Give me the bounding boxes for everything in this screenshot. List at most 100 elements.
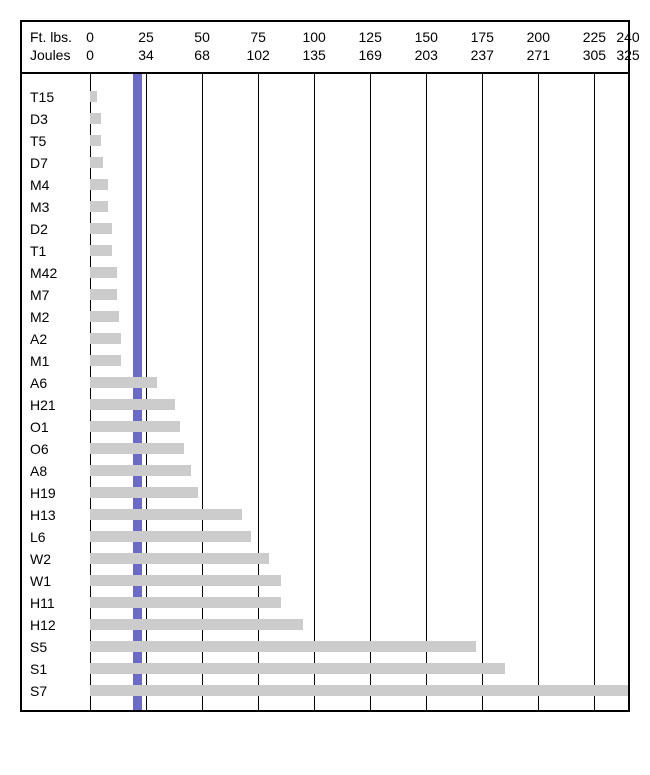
bar-row [90, 614, 628, 636]
row-label: M4 [30, 174, 90, 196]
row-label: H19 [30, 482, 90, 504]
x-tick: 125169 [359, 28, 382, 64]
bar [90, 311, 119, 322]
row-label: D3 [30, 108, 90, 130]
x-axis-unit-ftlbs: Ft. lbs. [30, 28, 90, 46]
bar [90, 421, 180, 432]
bar-row [90, 394, 628, 416]
bar-row [90, 548, 628, 570]
bar [90, 157, 103, 168]
bar [90, 443, 184, 454]
bar [90, 509, 242, 520]
bar [90, 553, 269, 564]
row-label: H13 [30, 504, 90, 526]
x-axis-unit-joules: Joules [30, 46, 90, 64]
x-axis-header: Ft. lbs. Joules 00 2534 5068 75102 100135 125… [22, 22, 628, 74]
bar [90, 267, 117, 278]
bar-row [90, 240, 628, 262]
bar [90, 377, 157, 388]
row-label: L6 [30, 526, 90, 548]
row-label: H11 [30, 592, 90, 614]
bar [90, 355, 121, 366]
row-label: O6 [30, 438, 90, 460]
bar [90, 333, 121, 344]
row-label: W1 [30, 570, 90, 592]
bar [90, 465, 191, 476]
row-label: D7 [30, 152, 90, 174]
x-tick: 240325 [616, 28, 639, 64]
x-axis-unit-labels: Ft. lbs. Joules [22, 28, 90, 66]
bar-row [90, 636, 628, 658]
bar-row [90, 350, 628, 372]
bar [90, 641, 476, 652]
bar [90, 179, 108, 190]
x-tick: 200271 [527, 28, 550, 64]
bar-row [90, 284, 628, 306]
bar-row [90, 328, 628, 350]
row-label: A2 [30, 328, 90, 350]
row-label: M42 [30, 262, 90, 284]
row-label: M7 [30, 284, 90, 306]
bar [90, 201, 108, 212]
row-labels-column: T15D3T5D7M4M3D2T1M42M7M2A2M1A6H21O1O6A8H… [22, 74, 90, 710]
bar-row [90, 438, 628, 460]
row-label: M1 [30, 350, 90, 372]
bar-row [90, 174, 628, 196]
x-tick: 00 [86, 28, 94, 64]
row-label: O1 [30, 416, 90, 438]
bar-row [90, 482, 628, 504]
bar [90, 619, 303, 630]
x-tick: 5068 [194, 28, 210, 64]
bar-row [90, 526, 628, 548]
row-label: W2 [30, 548, 90, 570]
x-tick: 75102 [246, 28, 269, 64]
bar-row [90, 658, 628, 680]
bar-row [90, 460, 628, 482]
row-label: T5 [30, 130, 90, 152]
row-label: A8 [30, 460, 90, 482]
x-tick: 175237 [471, 28, 494, 64]
row-label: H12 [30, 614, 90, 636]
bar [90, 245, 112, 256]
bar-row [90, 108, 628, 130]
bar-row [90, 504, 628, 526]
impact-energy-chart: Ft. lbs. Joules 00 2534 5068 75102 100135 125… [20, 20, 630, 712]
bar [90, 113, 101, 124]
bar-row [90, 592, 628, 614]
bar-row [90, 262, 628, 284]
row-label: T1 [30, 240, 90, 262]
bar [90, 685, 628, 696]
bar [90, 289, 117, 300]
row-label: M3 [30, 196, 90, 218]
plot-area: T15D3T5D7M4M3D2T1M42M7M2A2M1A6H21O1O6A8H… [22, 74, 628, 710]
row-label: M2 [30, 306, 90, 328]
bar [90, 135, 101, 146]
row-label: A6 [30, 372, 90, 394]
bar-row [90, 196, 628, 218]
bar-row [90, 218, 628, 240]
bar-row [90, 570, 628, 592]
bar [90, 575, 281, 586]
row-label: H21 [30, 394, 90, 416]
bar-row [90, 372, 628, 394]
bar [90, 223, 112, 234]
bar [90, 597, 281, 608]
bars-column [90, 74, 628, 710]
x-tick: 225305 [583, 28, 606, 64]
row-label: S5 [30, 636, 90, 658]
bar [90, 531, 251, 542]
bar [90, 399, 175, 410]
row-label: D2 [30, 218, 90, 240]
bar-row [90, 416, 628, 438]
bar-row [90, 86, 628, 108]
bar-row [90, 130, 628, 152]
x-tick: 150203 [415, 28, 438, 64]
row-label: T15 [30, 86, 90, 108]
bar-row [90, 152, 628, 174]
row-label: S7 [30, 680, 90, 702]
row-label: S1 [30, 658, 90, 680]
bar [90, 91, 97, 102]
x-tick: 100135 [302, 28, 325, 64]
bar-row [90, 680, 628, 702]
x-tick: 2534 [138, 28, 154, 64]
